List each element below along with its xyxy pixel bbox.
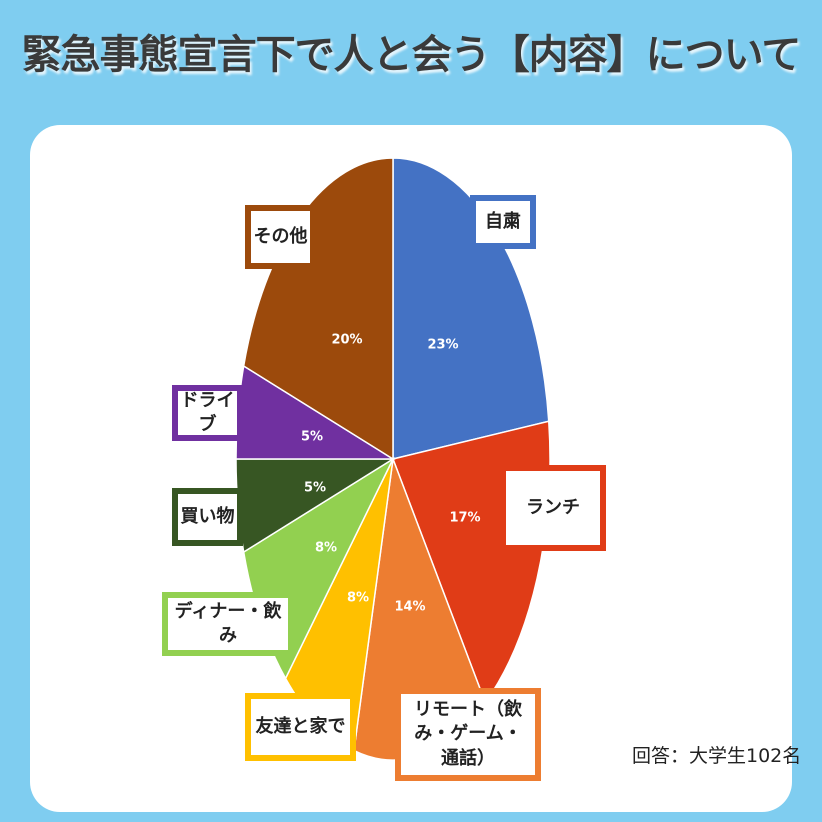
label-jishuku: 自粛 <box>470 195 536 249</box>
pct-drive: 5% <box>300 429 324 445</box>
label-kaimono: 買い物 <box>172 488 243 546</box>
pct-sonota: 20% <box>331 332 363 348</box>
pct-remote: 14% <box>394 599 426 615</box>
label-lunch: ランチ <box>500 465 606 551</box>
label-tomodachi: 友達と家で <box>245 693 356 761</box>
pct-jishuku: 23% <box>427 337 459 353</box>
pct-kaimono: 5% <box>303 480 327 496</box>
pct-dinner: 8% <box>314 540 338 556</box>
respondents-note: 回答：大学生102名 <box>632 745 802 767</box>
label-sonota: その他 <box>245 205 316 269</box>
label-remote: リモート（飲み・ゲーム・通話） <box>395 688 541 781</box>
label-drive: ドライブ <box>172 385 243 441</box>
pct-lunch: 17% <box>449 510 481 526</box>
pct-tomodachi: 8% <box>346 590 370 606</box>
chart-title: 緊急事態宣言下で人と会う【内容】について <box>21 32 802 78</box>
label-dinner: ディナー・飲み <box>162 592 294 656</box>
